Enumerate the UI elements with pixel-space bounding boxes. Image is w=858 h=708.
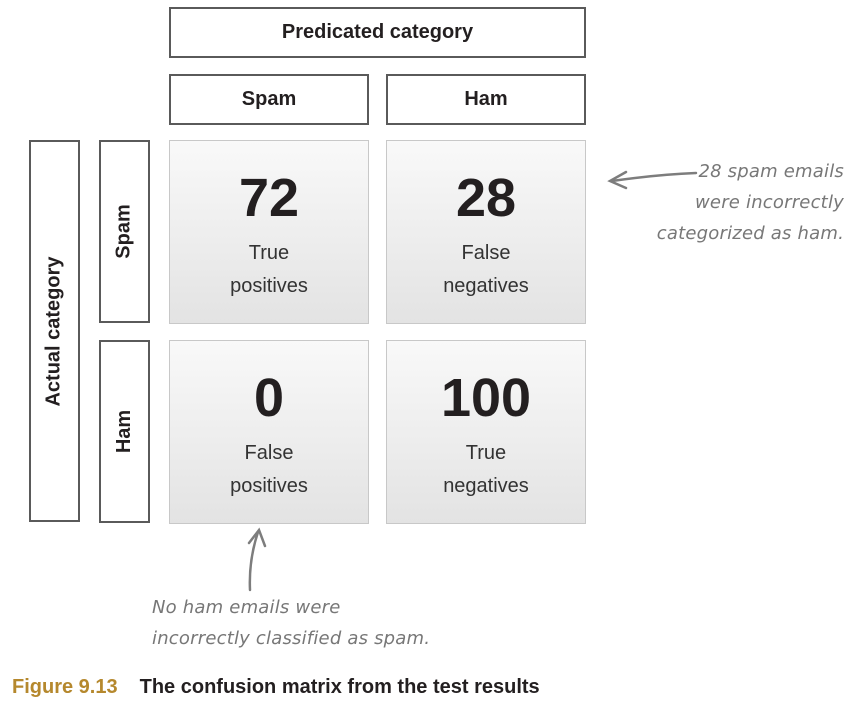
cell-value: 0: [253, 368, 285, 428]
cell-false-negatives: 28 False negatives: [386, 140, 586, 324]
cell-label: False negatives: [443, 242, 529, 297]
arrowhead-up-icon: [247, 527, 267, 548]
cell-label: True positives: [230, 242, 308, 297]
cell-label: False positives: [230, 442, 308, 497]
arrow-right-icon: [610, 171, 698, 183]
cell-true-positives: 72 True positives: [169, 140, 369, 324]
annotation-false-negatives: 28 spam emails were incorrectly categori…: [656, 161, 844, 244]
annotation-false-positives: No ham emails were incorrectly classifie…: [152, 597, 431, 649]
predicted-category-label: Predicated category: [281, 21, 474, 43]
cell-value: 72: [238, 168, 300, 228]
arrow-up-icon: [248, 530, 260, 592]
arrowhead-right-icon: [607, 170, 628, 190]
figure-caption: Figure 9.13 The confusion matrix from the…: [12, 676, 540, 699]
cell-value: 28: [455, 168, 517, 228]
row-header-ham: Ham: [99, 340, 150, 523]
cell-value: 100: [440, 368, 532, 428]
figure-number: Figure 9.13: [12, 676, 118, 698]
cell-false-positives: 0 False positives: [169, 340, 369, 524]
column-header-spam: Spam: [169, 74, 369, 125]
row-header-spam: Spam: [99, 140, 150, 323]
column-label-spam: Spam: [241, 88, 297, 110]
cell-true-negatives: 100 True negatives: [386, 340, 586, 524]
column-header-ham: Ham: [386, 74, 586, 125]
column-label-ham: Ham: [464, 88, 508, 110]
figure-title: The confusion matrix from the test resul…: [139, 676, 540, 698]
cell-label: True negatives: [443, 442, 529, 497]
predicted-category-header: Predicated category: [169, 7, 586, 58]
actual-category-header: Actual category: [29, 140, 80, 522]
